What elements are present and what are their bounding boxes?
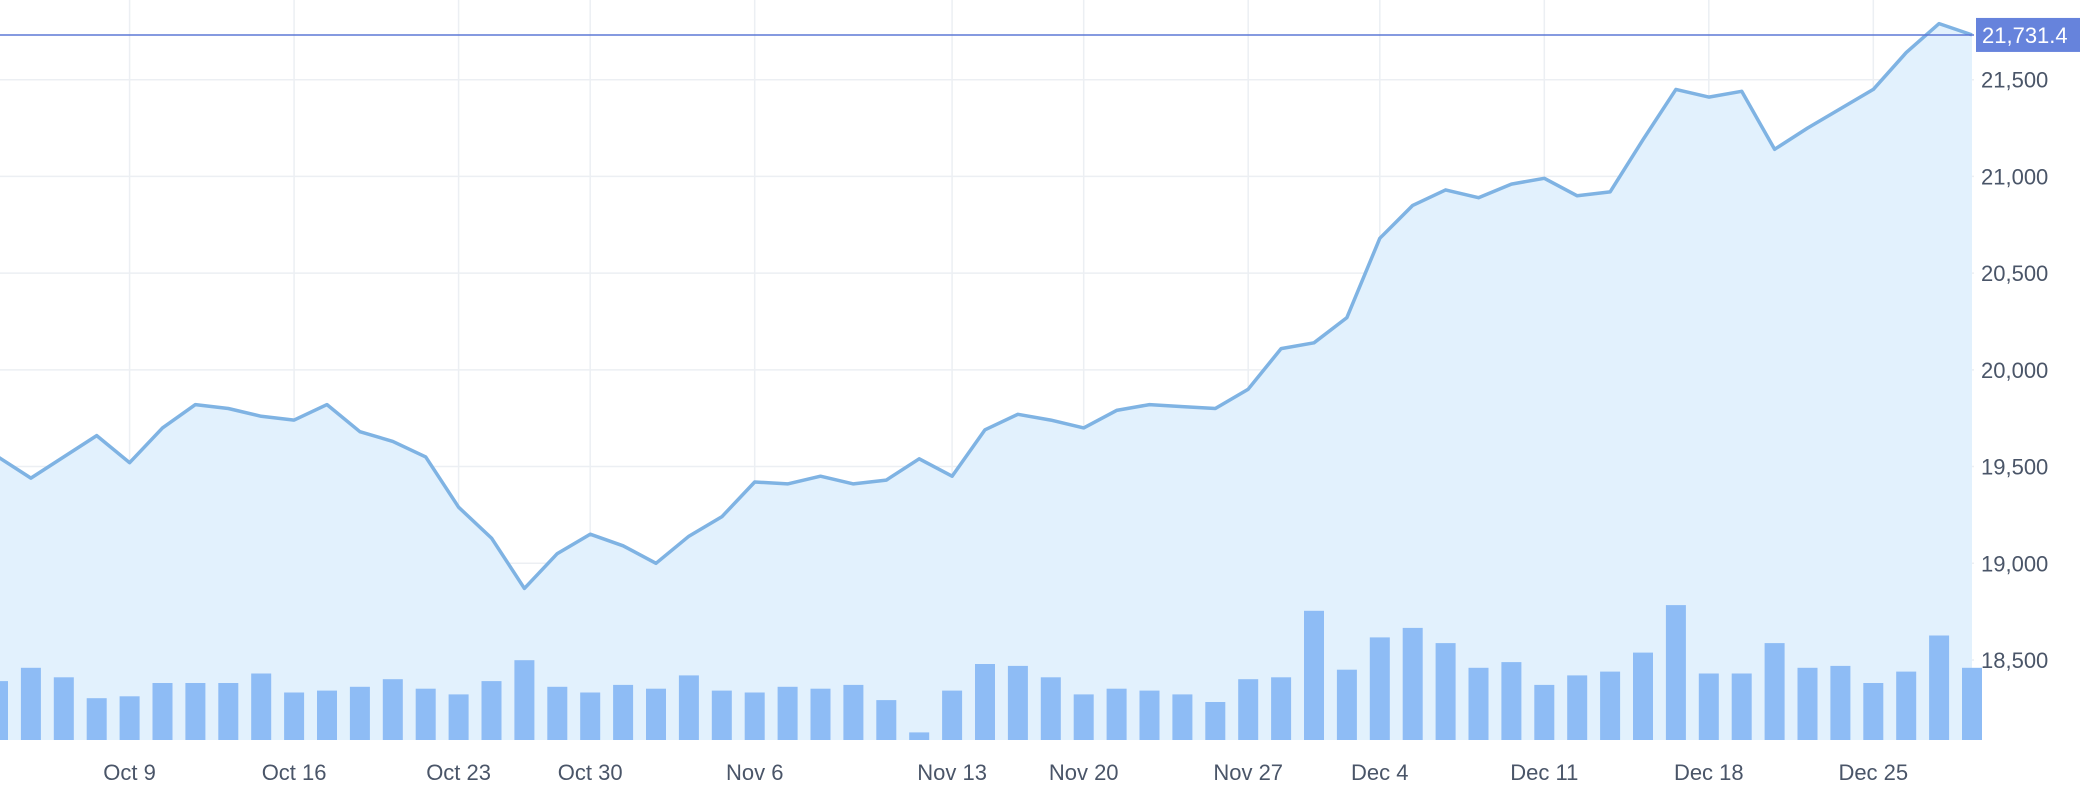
volume-bar-20 bbox=[646, 688, 666, 740]
last-price-label-text: 21,731.4 bbox=[1982, 23, 2068, 48]
volume-bar-6 bbox=[185, 683, 206, 740]
volume-bar-32 bbox=[1040, 677, 1061, 740]
volume-bar-24 bbox=[777, 686, 798, 740]
volume-bar-56 bbox=[1830, 665, 1851, 740]
volume-bar-21 bbox=[678, 675, 699, 740]
volume-bar-40 bbox=[1304, 610, 1324, 740]
x-tick-label-5: Nov 13 bbox=[917, 760, 987, 785]
volume-bar-57 bbox=[1863, 683, 1884, 740]
volume-bar-38 bbox=[1238, 679, 1259, 740]
volume-bar-46 bbox=[1501, 662, 1522, 740]
y-tick-label-2: 19,500 bbox=[1981, 455, 2048, 480]
volume-bar-13 bbox=[415, 688, 436, 740]
volume-bar-8 bbox=[251, 673, 272, 740]
volume-bar-11 bbox=[349, 686, 370, 740]
volume-bar-10 bbox=[317, 690, 337, 740]
volume-bar-34 bbox=[1106, 688, 1127, 740]
volume-bar-52 bbox=[1698, 673, 1719, 740]
volume-bar-18 bbox=[580, 692, 601, 740]
y-tick-label-4: 20,500 bbox=[1981, 261, 2048, 286]
price-line bbox=[0, 21, 1973, 591]
volume-bar-17 bbox=[547, 686, 568, 740]
x-tick-label-11: Dec 25 bbox=[1838, 760, 1908, 785]
volume-bar-25 bbox=[810, 688, 831, 740]
last-price-label: 21,731.4 bbox=[1976, 17, 2080, 52]
volume-bar-14 bbox=[448, 694, 469, 740]
volume-bar-26 bbox=[843, 684, 864, 740]
y-tick-label-0: 18,500 bbox=[1981, 648, 2048, 673]
x-tick-label-10: Dec 18 bbox=[1674, 760, 1744, 785]
volume-bar-58 bbox=[1896, 671, 1917, 740]
volume-bar-53 bbox=[1731, 673, 1752, 740]
volume-bar-4 bbox=[119, 696, 140, 740]
volume-bar-37 bbox=[1205, 702, 1226, 740]
volume-bar-44 bbox=[1435, 643, 1456, 740]
x-tick-label-6: Nov 20 bbox=[1049, 760, 1119, 785]
volume-bar-60 bbox=[1962, 667, 1982, 740]
price-area-fill bbox=[0, 23, 1972, 740]
volume-bar-47 bbox=[1534, 684, 1555, 740]
volume-bar-27 bbox=[876, 700, 897, 740]
volume-bar-33 bbox=[1073, 694, 1094, 740]
x-tick-label-1: Oct 16 bbox=[262, 760, 327, 785]
x-tick-label-9: Dec 11 bbox=[1510, 760, 1578, 785]
volume-bar-22 bbox=[711, 690, 732, 740]
volume-bar-39 bbox=[1271, 677, 1292, 740]
x-tick-label-0: Oct 9 bbox=[103, 760, 156, 785]
x-tick-label-3: Oct 30 bbox=[558, 760, 623, 785]
x-tick-label-4: Nov 6 bbox=[726, 760, 783, 785]
volume-bar-54 bbox=[1764, 643, 1785, 740]
volume-bar-41 bbox=[1336, 669, 1357, 740]
last-price-label-bg bbox=[1976, 17, 2080, 52]
volume-bar-2 bbox=[53, 677, 74, 740]
y-tick-label-1: 19,000 bbox=[1981, 551, 2048, 576]
volume-bar-48 bbox=[1567, 675, 1588, 740]
volume-bar-1 bbox=[20, 667, 41, 740]
y-tick-label-5: 21,000 bbox=[1981, 164, 2048, 189]
volume-bar-3 bbox=[86, 698, 107, 740]
volume-bar-51 bbox=[1665, 605, 1686, 740]
volume-bar-42 bbox=[1369, 637, 1390, 740]
x-axis-labels: Oct 9 Oct 16 Oct 23 Oct 30 Nov 6 Nov 13 Nov 20… bbox=[103, 760, 1908, 785]
volume-bar-55 bbox=[1797, 667, 1818, 740]
volume-bar-31 bbox=[1007, 665, 1028, 740]
volume-bar-16 bbox=[514, 660, 535, 740]
volume-bar-43 bbox=[1402, 627, 1423, 740]
volume-bar-59 bbox=[1929, 635, 1950, 740]
volume-bar-35 bbox=[1139, 690, 1160, 740]
volume-bar-0 bbox=[0, 681, 8, 740]
volume-bar-12 bbox=[382, 679, 403, 740]
y-tick-label-3: 20,000 bbox=[1981, 358, 2048, 383]
x-tick-label-2: Oct 23 bbox=[426, 760, 491, 785]
y-tick-label-6: 21,500 bbox=[1981, 68, 2048, 93]
volume-bar-36 bbox=[1172, 694, 1193, 740]
volume-bar-7 bbox=[218, 683, 239, 740]
volume-bar-29 bbox=[942, 690, 963, 740]
volume-bar-5 bbox=[152, 683, 173, 740]
x-tick-label-8: Dec 4 bbox=[1351, 760, 1408, 785]
volume-bar-23 bbox=[744, 692, 765, 740]
volume-bar-15 bbox=[481, 681, 502, 740]
volume-bar-28 bbox=[909, 732, 930, 740]
volume-bars bbox=[0, 605, 1982, 740]
volume-bar-30 bbox=[975, 664, 995, 740]
volume-bar-50 bbox=[1633, 652, 1653, 740]
volume-bar-9 bbox=[284, 692, 305, 740]
volume-bar-45 bbox=[1468, 667, 1489, 740]
volume-bar-49 bbox=[1600, 671, 1621, 740]
x-tick-label-7: Nov 27 bbox=[1213, 760, 1283, 785]
volume-bar-19 bbox=[613, 684, 634, 740]
y-axis-labels: 18,500 19,000 19,500 20,000 20,500 21,000 21,5… bbox=[1981, 68, 2048, 673]
